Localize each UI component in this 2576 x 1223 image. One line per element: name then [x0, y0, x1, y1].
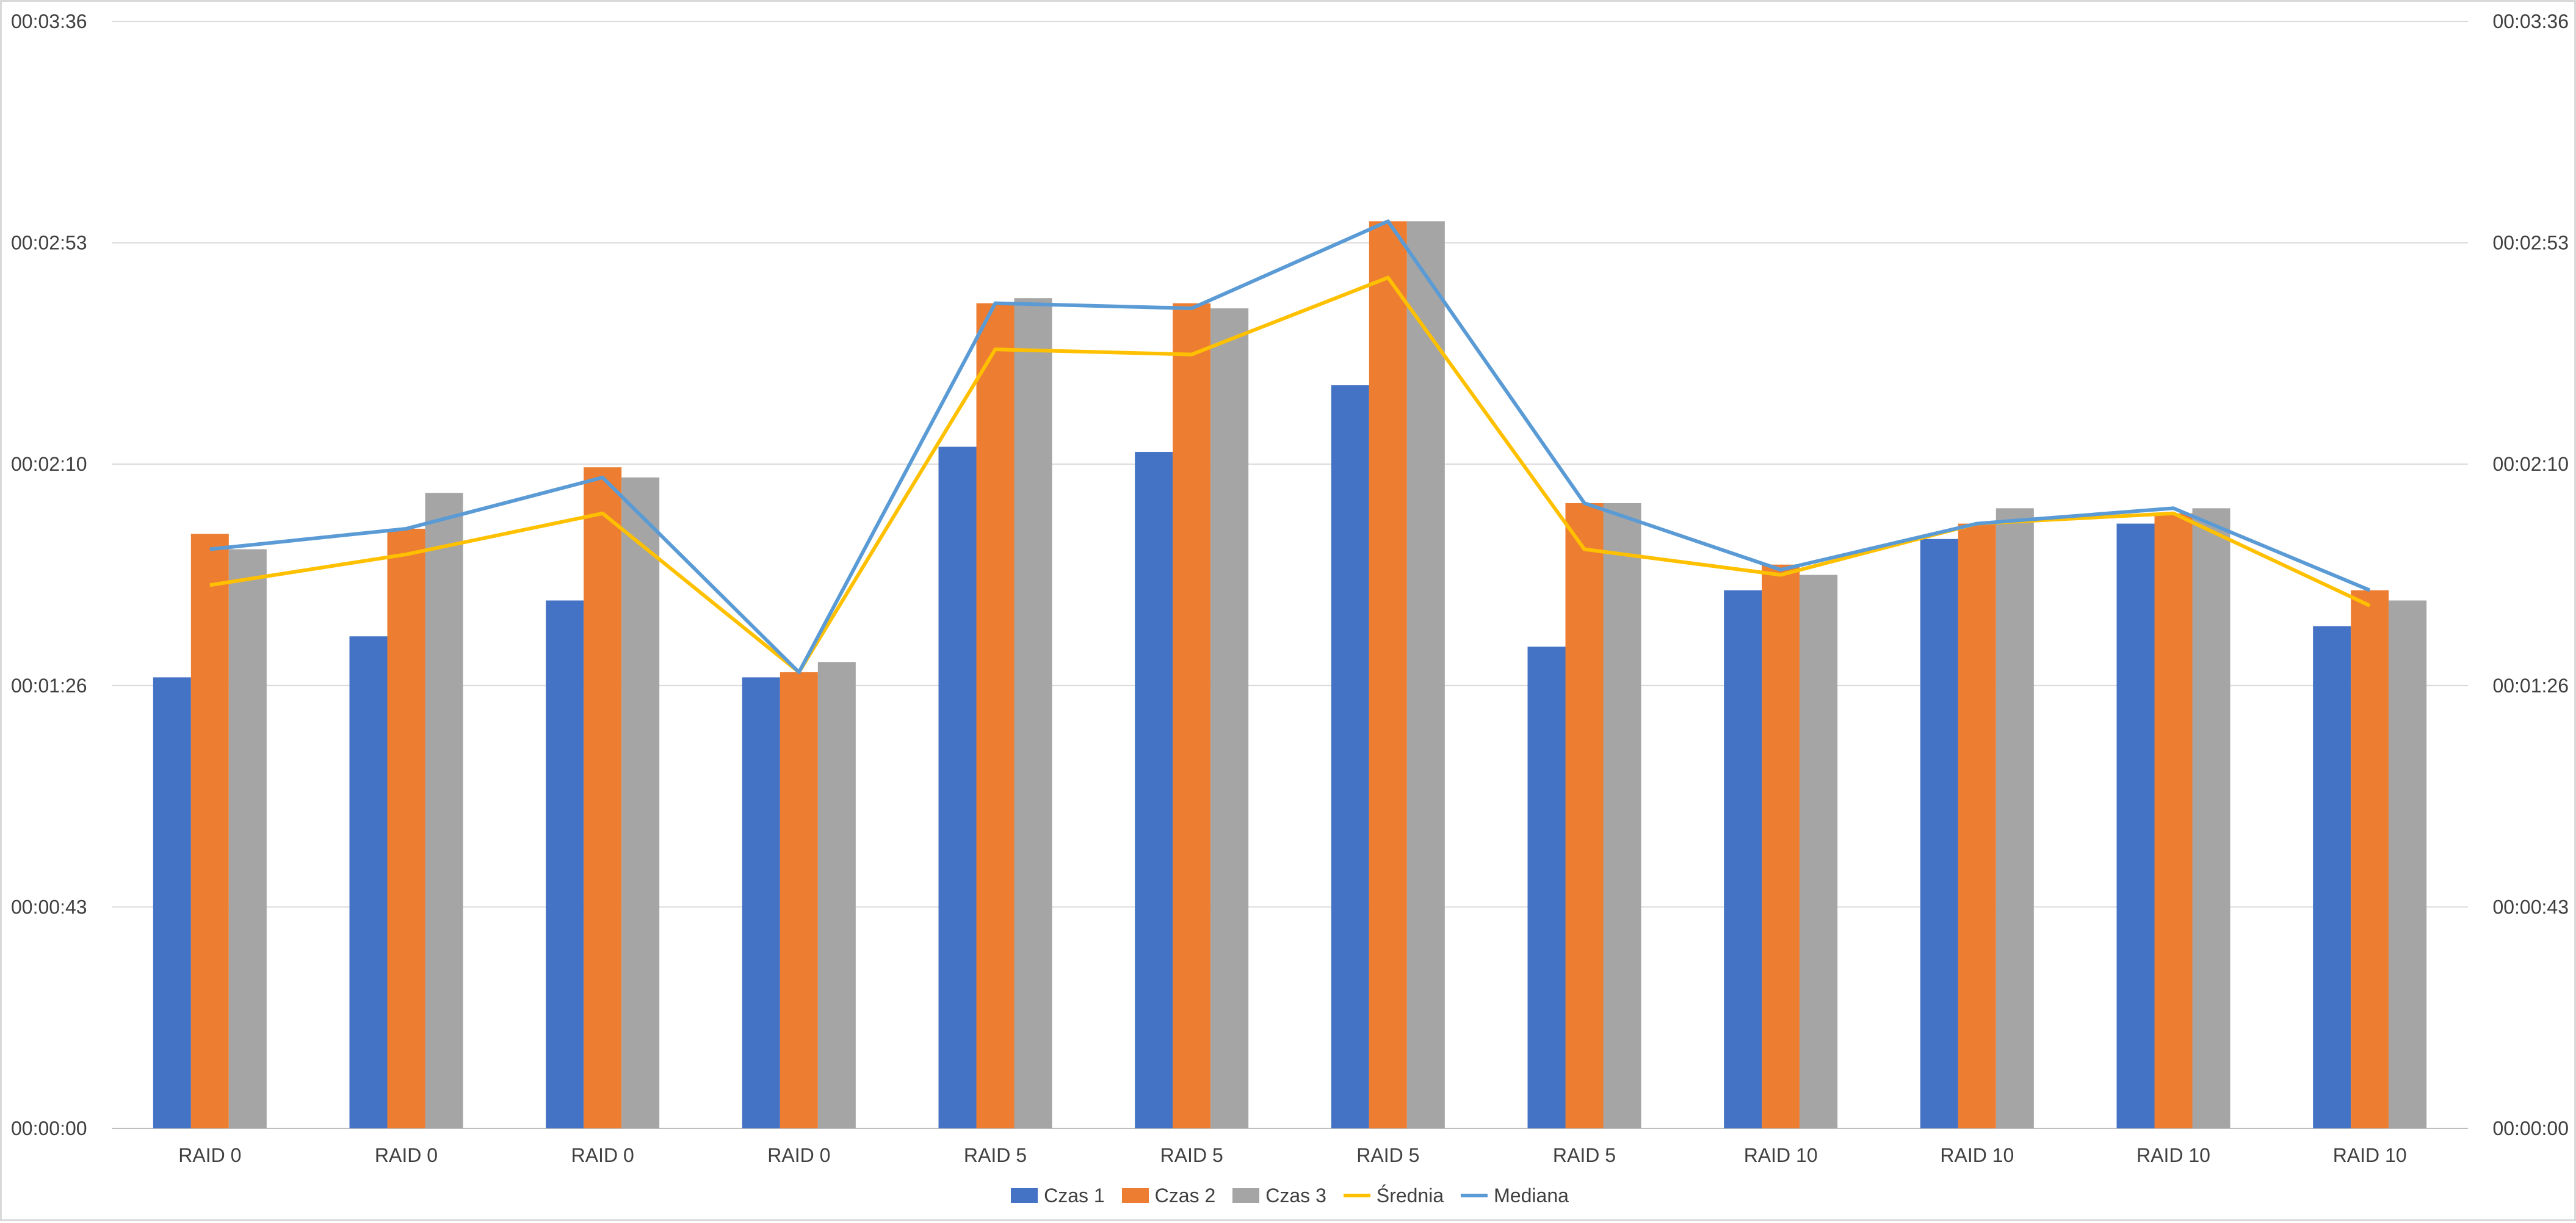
bar-czas-1 — [153, 677, 191, 1128]
legend-item: Średnia — [1343, 1184, 1444, 1207]
bar-czas-1 — [1135, 452, 1173, 1128]
x-tick-label: RAID 0 — [178, 1144, 241, 1166]
x-tick-label: RAID 5 — [1553, 1144, 1616, 1166]
bar-czas-2 — [387, 528, 425, 1128]
y-tick-label-right: 00:01:26 — [2492, 675, 2569, 697]
y-tick-label-right: 00:00:43 — [2492, 896, 2569, 918]
legend-swatch — [1461, 1194, 1488, 1197]
bar-czas-2 — [1958, 523, 1996, 1128]
y-tick-label-right: 00:02:53 — [2492, 232, 2569, 254]
bar-czas-1 — [1331, 385, 1369, 1128]
legend-label: Średnia — [1376, 1184, 1444, 1207]
bar-czas-1 — [742, 677, 780, 1128]
x-tick-label: RAID 0 — [767, 1144, 830, 1166]
chart-legend: Czas 1 Czas 2 Czas 3 Średnia Mediana — [2, 1180, 2576, 1211]
x-tick-label: RAID 0 — [571, 1144, 634, 1166]
bar-czas-3 — [2192, 508, 2230, 1128]
y-tick-label-right: 00:03:36 — [2492, 10, 2569, 32]
legend-item: Czas 2 — [1121, 1184, 1216, 1207]
bar-czas-1 — [1920, 539, 1958, 1128]
bar-czas-1 — [1724, 590, 1762, 1128]
series-line-mediana — [209, 219, 2371, 674]
y-tick-label-right: 00:00:00 — [2492, 1117, 2569, 1139]
bar-czas-2 — [2154, 513, 2193, 1128]
series-line-srednia — [209, 275, 2371, 674]
legend-item: Mediana — [1461, 1185, 1569, 1207]
bar-czas-1 — [546, 600, 584, 1128]
legend-swatch — [1121, 1188, 1149, 1203]
bar-czas-3 — [1406, 221, 1445, 1129]
legend-item: Czas 3 — [1232, 1185, 1326, 1207]
bar-czas-3 — [1800, 575, 1838, 1128]
bar-czas-3 — [817, 662, 856, 1128]
bar-czas-3 — [2389, 600, 2427, 1128]
bar-czas-3 — [228, 549, 267, 1128]
x-tick-label: RAID 10 — [2136, 1144, 2210, 1166]
bar-czas-3 — [621, 477, 660, 1128]
bar-czas-2 — [1369, 221, 1407, 1129]
x-tick-label: RAID 10 — [1940, 1144, 2014, 1166]
bar-czas-3 — [1603, 503, 1641, 1128]
bar-czas-2 — [780, 672, 818, 1128]
bar-czas-2 — [584, 467, 622, 1128]
bar-czas-2 — [1173, 303, 1211, 1128]
bar-czas-2 — [976, 303, 1015, 1128]
legend-label: Czas 2 — [1154, 1184, 1216, 1207]
bar-czas-3 — [425, 493, 463, 1129]
bar-czas-3 — [1014, 298, 1052, 1128]
x-tick-label: RAID 5 — [1356, 1144, 1419, 1166]
legend-swatch — [1232, 1188, 1260, 1203]
legend-swatch — [1011, 1188, 1038, 1203]
y-tick-label-left: 00:02:53 — [11, 232, 87, 254]
x-tick-label: RAID 10 — [1744, 1144, 1818, 1166]
bar-czas-1 — [938, 446, 977, 1128]
y-tick-label-left: 00:00:00 — [11, 1117, 87, 1139]
legend-label: Czas 3 — [1265, 1184, 1326, 1207]
y-tick-label-left: 00:02:10 — [11, 453, 87, 475]
y-tick-label-left: 00:01:26 — [11, 675, 87, 697]
legend-label: Czas 1 — [1044, 1184, 1105, 1207]
legend-swatch — [1343, 1194, 1370, 1197]
bar-czas-2 — [1565, 503, 1604, 1128]
bar-czas-3 — [1210, 308, 1249, 1128]
legend-item: Czas 1 — [1011, 1185, 1105, 1207]
bar-czas-2 — [2351, 590, 2389, 1128]
legend-label: Mediana — [1494, 1184, 1569, 1207]
x-tick-label: RAID 10 — [2333, 1144, 2407, 1166]
x-tick-label: RAID 5 — [1160, 1144, 1223, 1166]
bar-czas-1 — [2116, 523, 2155, 1128]
bar-czas-2 — [1762, 564, 1800, 1128]
y-tick-label-left: 00:00:43 — [11, 896, 87, 918]
x-tick-label: RAID 5 — [964, 1144, 1027, 1166]
bar-czas-2 — [190, 534, 229, 1128]
bar-czas-3 — [1995, 508, 2034, 1128]
bar-czas-1 — [1527, 647, 1566, 1128]
bar-czas-1 — [349, 636, 388, 1128]
y-tick-label-right: 00:02:10 — [2492, 453, 2569, 475]
bar-czas-1 — [2313, 626, 2351, 1128]
x-tick-label: RAID 0 — [375, 1144, 438, 1166]
y-tick-label-left: 00:03:36 — [11, 10, 87, 32]
